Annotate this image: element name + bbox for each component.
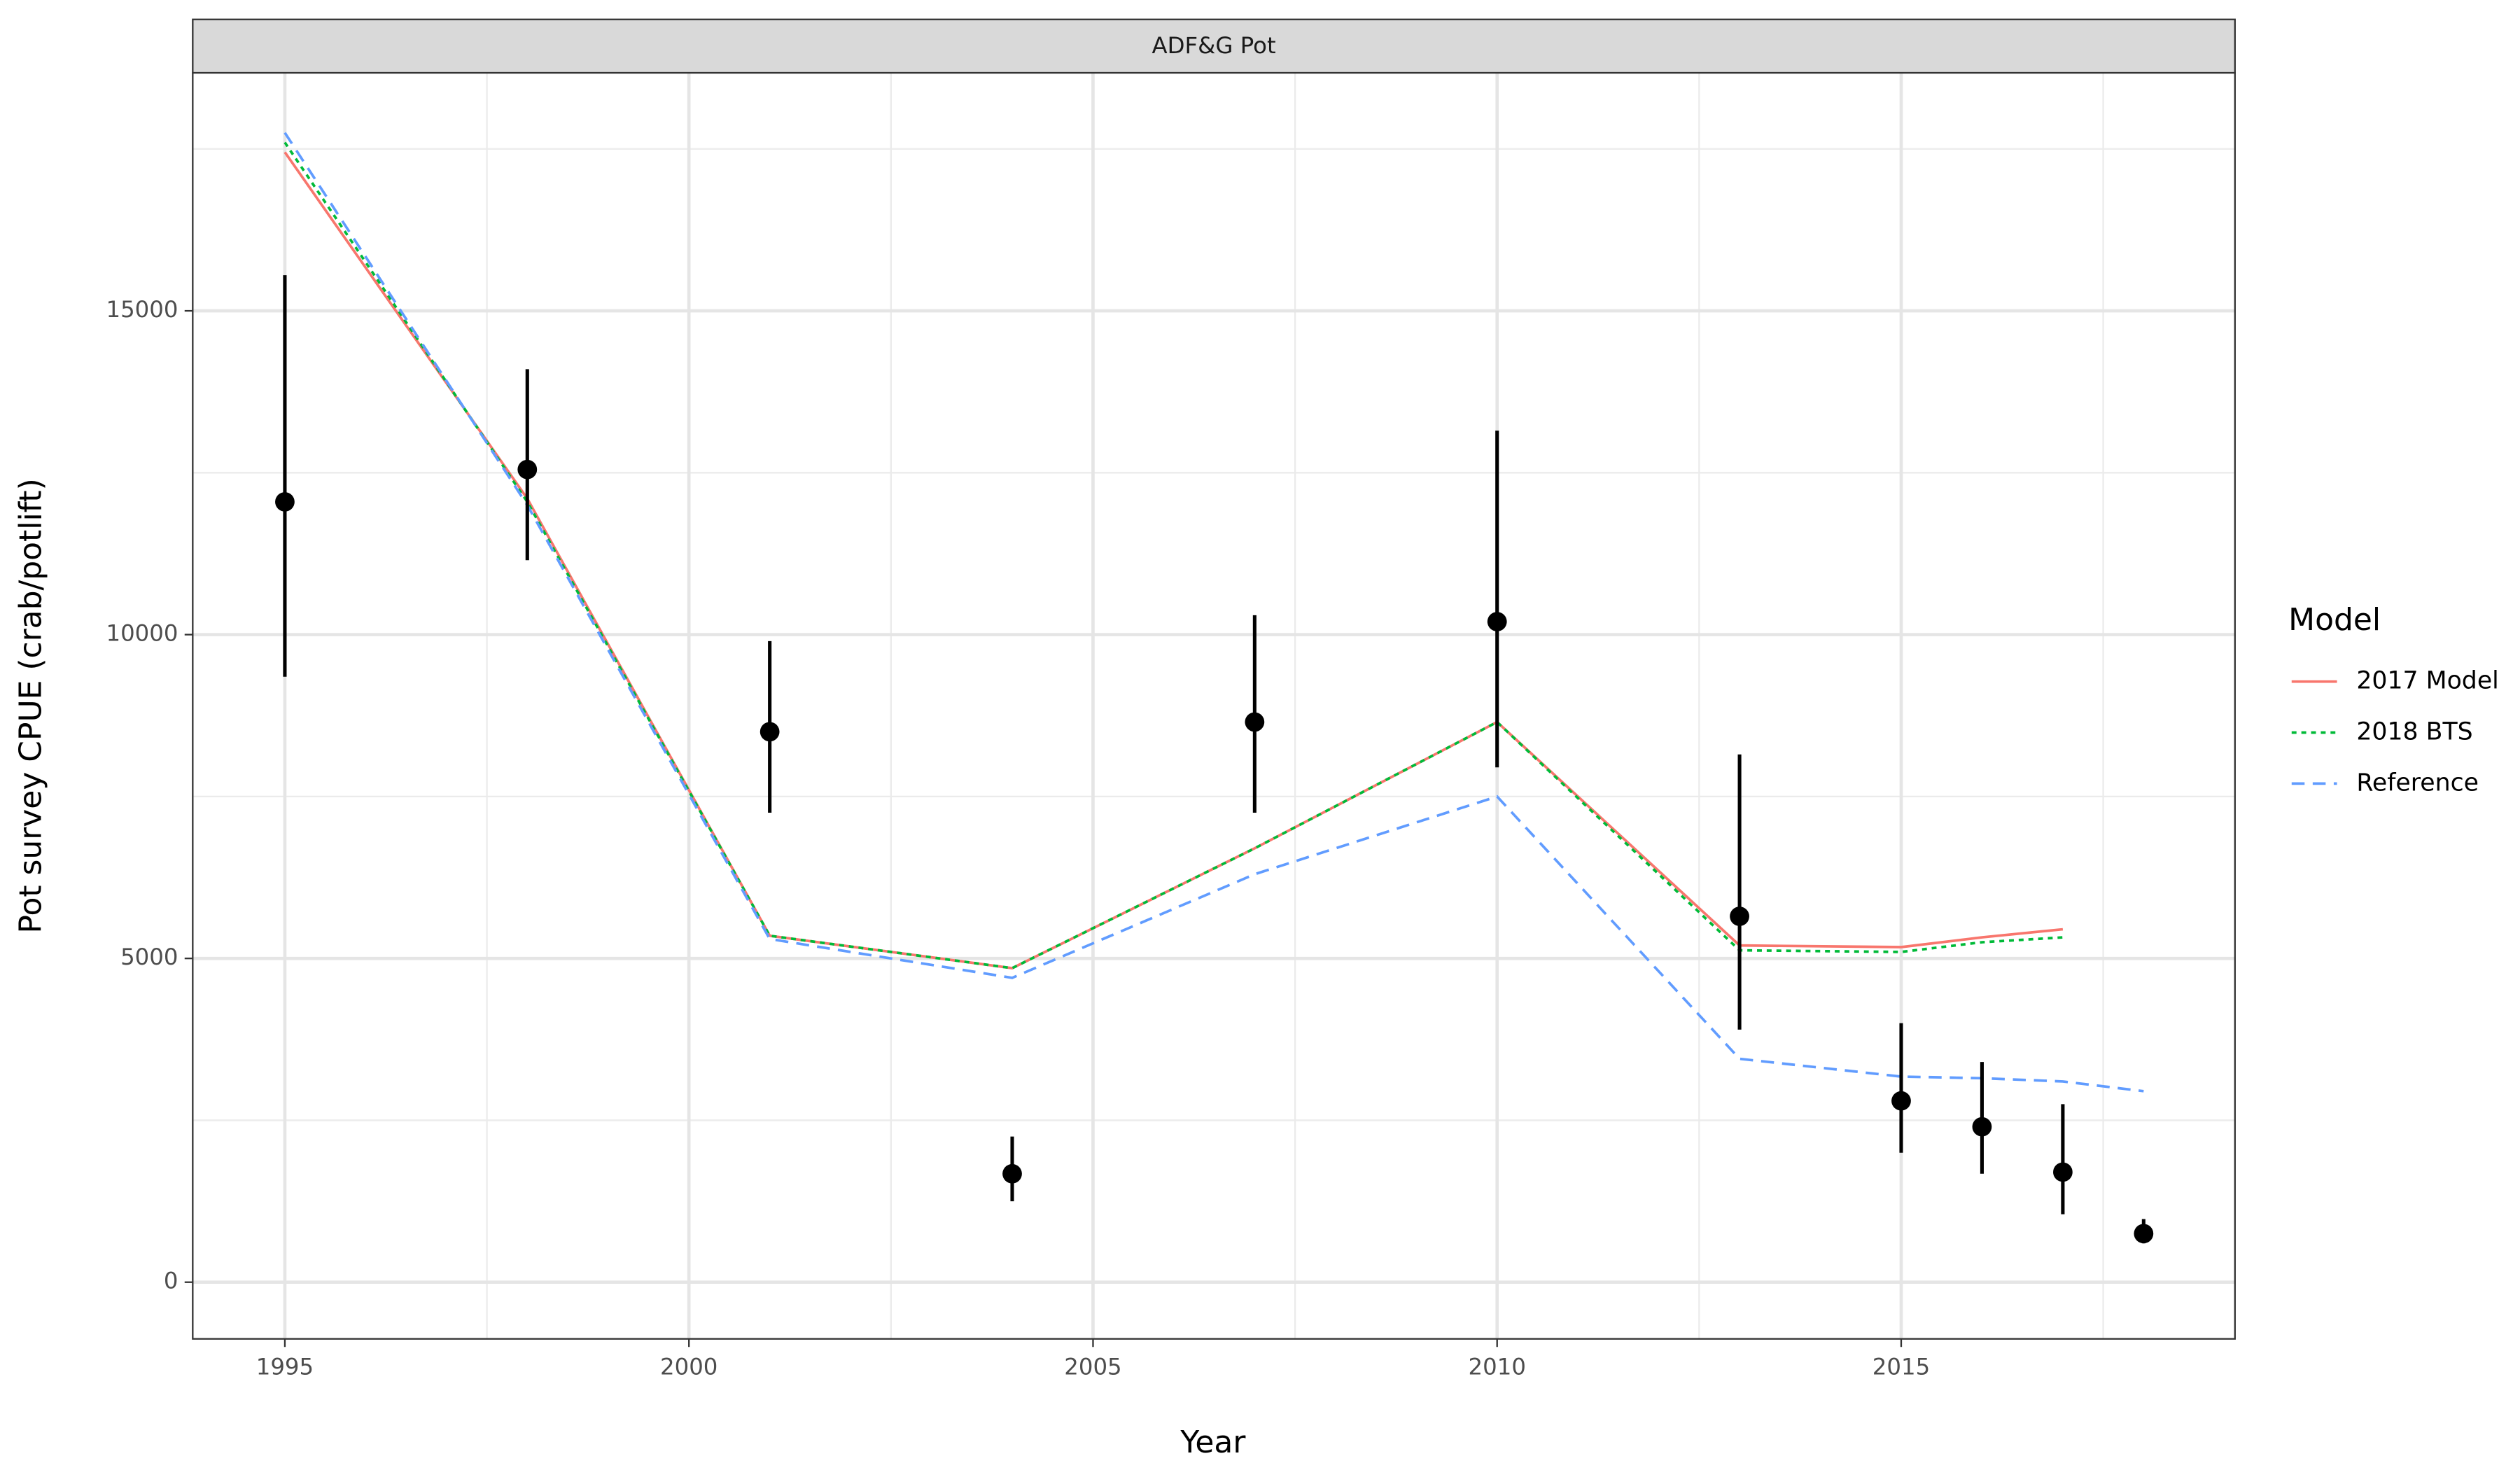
x-tick-label: 2010 bbox=[1469, 1353, 1526, 1380]
model-line bbox=[284, 132, 2144, 1093]
observed-point bbox=[1002, 1163, 1022, 1184]
legend-label: 2017 Model bbox=[2356, 667, 2498, 695]
x-tick-label: 2015 bbox=[1872, 1353, 1930, 1380]
observed-point bbox=[1487, 612, 1507, 631]
y-tick-label: 15000 bbox=[106, 296, 178, 323]
strip bbox=[192, 18, 2236, 74]
legend-label: 2018 BTS bbox=[2356, 718, 2472, 746]
observed-point bbox=[2134, 1224, 2154, 1244]
legend-title: Model bbox=[2288, 602, 2381, 638]
observed-point bbox=[1730, 906, 1749, 926]
observed-point bbox=[517, 459, 538, 479]
observed-point bbox=[760, 722, 780, 742]
strip-title: ADF&G Pot bbox=[1152, 32, 1275, 59]
plot-border bbox=[192, 71, 2236, 1340]
y-tick-label: 10000 bbox=[106, 620, 178, 647]
observed-point bbox=[2053, 1162, 2073, 1182]
plot-background bbox=[192, 73, 2235, 1339]
observed-point bbox=[275, 492, 295, 512]
y-tick-label: 5000 bbox=[120, 944, 178, 970]
x-tick-label: 2005 bbox=[1064, 1353, 1121, 1380]
y-axis-title: Pot survey CPUE (crab/potlift) bbox=[13, 478, 48, 933]
observed-point bbox=[1245, 712, 1265, 732]
x-tick-label: 2000 bbox=[660, 1353, 718, 1380]
y-tick-label: 0 bbox=[164, 1268, 178, 1294]
x-axis-title: Year bbox=[1180, 1424, 1246, 1460]
observed-point bbox=[1891, 1091, 1911, 1111]
x-tick-label: 1995 bbox=[256, 1353, 314, 1380]
legend-label: Reference bbox=[2356, 769, 2479, 797]
model-line bbox=[284, 141, 2063, 969]
observed-point bbox=[1972, 1116, 1992, 1137]
